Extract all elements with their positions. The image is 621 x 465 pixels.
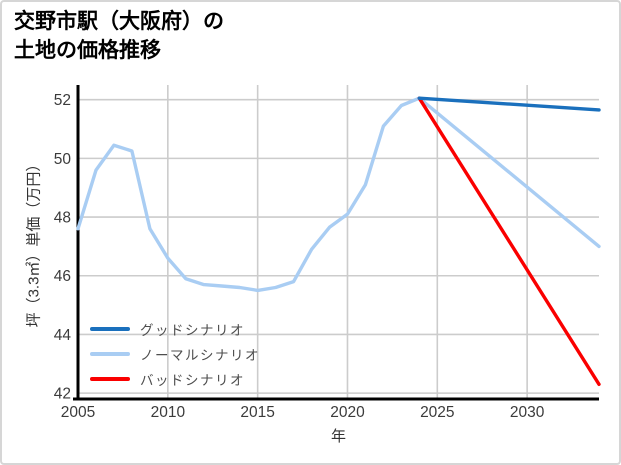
x-tick-label-2020: 2020 xyxy=(330,404,365,421)
chart-title-line1: 交野市駅（大阪府）の xyxy=(14,10,224,33)
y-tick-label-50: 50 xyxy=(54,151,72,168)
chart-title: 交野市駅（大阪府）の 土地の価格推移 xyxy=(14,8,224,66)
bad-scenario-label: バッドシナリオ xyxy=(140,372,245,388)
series-line-2 xyxy=(417,96,601,386)
good-scenario-label: グッドシナリオ xyxy=(140,322,245,338)
legend-item-normal-scenario: ノーマルシナリオ xyxy=(90,341,260,366)
normal-scenario-label: ノーマルシナリオ xyxy=(140,347,260,363)
bad-scenario-line-swatch xyxy=(90,376,130,381)
x-tick-label-2005: 2005 xyxy=(61,404,95,421)
chart-legend: グッドシナリオ ノーマルシナリオ バッドシナリオ xyxy=(90,316,260,391)
series-line-0 xyxy=(417,96,601,112)
x-axis-label: 年 xyxy=(330,428,346,445)
good-scenario-line-swatch xyxy=(90,326,130,331)
y-tick-label-48: 48 xyxy=(54,210,71,227)
y-tick-label-42: 42 xyxy=(54,386,71,403)
x-tick-label-2010: 2010 xyxy=(151,404,186,421)
chart-title-line2: 土地の価格推移 xyxy=(14,38,161,62)
x-tick-label-2015: 2015 xyxy=(240,404,274,421)
y-tick-label-52: 52 xyxy=(54,92,71,109)
y-axis-label: 坪（3.3㎡）単価（万円） xyxy=(25,156,43,328)
series-line-1 xyxy=(76,96,601,293)
normal-scenario-line-swatch xyxy=(90,351,130,356)
legend-item-bad-scenario: バッドシナリオ xyxy=(90,366,260,391)
x-tick-label-2030: 2030 xyxy=(510,404,545,421)
y-tick-label-46: 46 xyxy=(54,268,71,285)
legend-item-good-scenario: グッドシナリオ xyxy=(90,316,260,341)
y-tick-label-44: 44 xyxy=(54,327,72,344)
x-tick-label-2025: 2025 xyxy=(420,404,454,421)
